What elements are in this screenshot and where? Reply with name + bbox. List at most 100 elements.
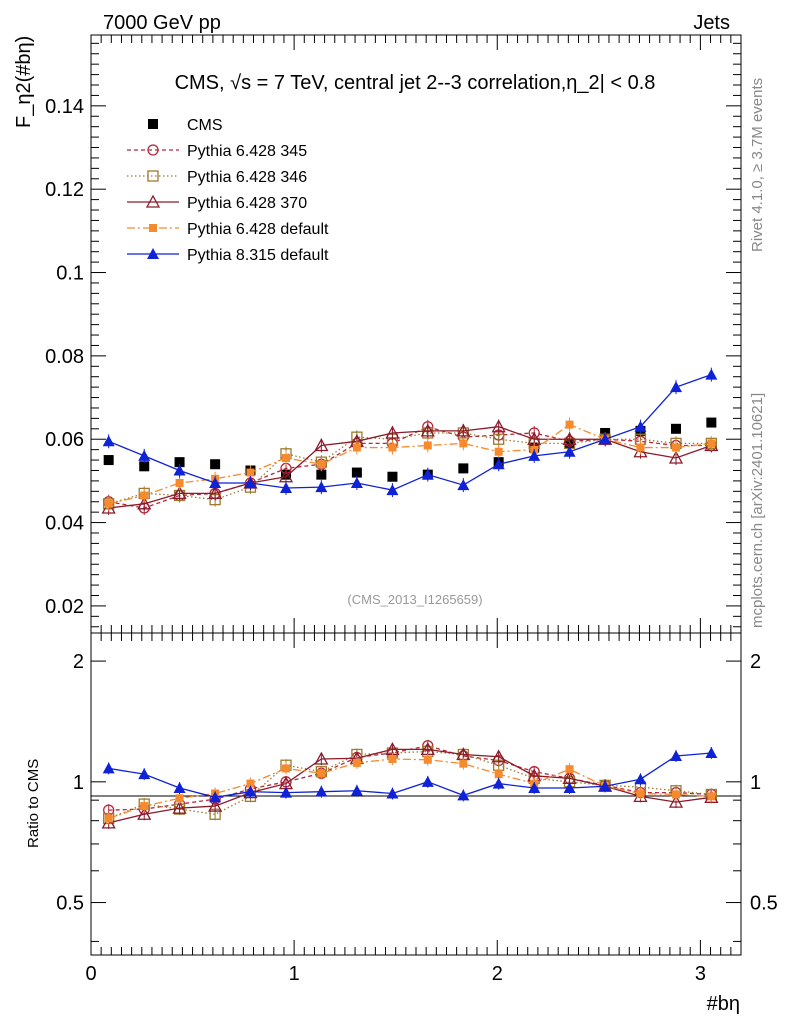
data-point <box>457 479 470 491</box>
ratio-point <box>352 758 361 767</box>
ratio-point <box>138 768 151 780</box>
ratio-y-tick-label-right: 1 <box>750 772 761 794</box>
ratio-point <box>457 789 470 801</box>
data-point <box>316 469 327 480</box>
data-point <box>314 438 329 452</box>
ratio-point <box>282 764 290 773</box>
ratio-point <box>707 792 716 801</box>
ratio-point <box>280 786 292 798</box>
y-tick-label: 0.02 <box>45 596 84 618</box>
data-point <box>244 476 257 488</box>
x-axis: 0 1 2 3 <box>85 35 742 985</box>
series-pythia-6-428-default <box>104 417 716 511</box>
data-point <box>671 423 681 434</box>
series-pythia-6-428-345 <box>103 419 717 515</box>
data-point <box>174 457 185 468</box>
data-point <box>175 478 184 487</box>
ratio-point <box>494 770 503 779</box>
ratio-point <box>175 794 184 803</box>
data-point <box>140 491 149 500</box>
series-line <box>108 374 712 491</box>
x-tick-label: 0 <box>85 963 96 985</box>
x-tick-label: 1 <box>289 963 300 985</box>
ratio-point <box>565 765 574 774</box>
data-point <box>280 481 292 493</box>
data-point <box>387 471 398 482</box>
data-point <box>636 443 645 452</box>
ratio-y-tick-label: 1 <box>73 772 84 794</box>
ratio-y-tick-label-right: 2 <box>750 651 761 673</box>
ratio-y-tick-label: 2 <box>73 651 84 673</box>
y-tick-label: 0.08 <box>45 346 84 368</box>
legend-entry: Pythia 8.315 default <box>127 247 329 264</box>
legend-marker <box>147 170 159 182</box>
legend-label: Pythia 6.428 default <box>187 221 329 238</box>
legend-marker <box>147 248 159 259</box>
legend-label: Pythia 6.428 370 <box>187 195 307 212</box>
ratio-series-layer <box>101 739 719 829</box>
ratio-point <box>668 794 684 808</box>
data-point <box>562 431 577 445</box>
data-point <box>104 499 113 508</box>
ratio-y-axis: 0.5 0.5 1 1 2 2 <box>56 651 778 942</box>
ratio-series-pythia-6-428-346 <box>103 745 717 825</box>
data-point <box>706 417 717 428</box>
legend-label: CMS <box>187 117 223 134</box>
ratio-series-pythia-6-428-345 <box>103 739 717 817</box>
data-point <box>459 439 468 448</box>
x-tick-label: 2 <box>492 963 503 985</box>
data-point <box>420 423 435 437</box>
y-tick-label: 0.1 <box>56 263 84 285</box>
data-point <box>705 368 718 380</box>
ratio-line <box>108 752 712 798</box>
ratio-point <box>492 777 505 789</box>
legend-marker <box>149 224 157 232</box>
ratio-point <box>705 746 718 758</box>
data-point <box>385 425 400 439</box>
ratio-point <box>315 785 328 797</box>
energy-label: 7000 GeV pp <box>103 12 221 34</box>
data-point <box>491 419 506 433</box>
analysis-watermark: (CMS_2013_I1265659) <box>347 592 482 607</box>
series-pythia-6-428-346 <box>103 425 717 511</box>
ratio-y-tick-label: 0.5 <box>56 893 84 915</box>
legend-label: Pythia 6.428 345 <box>187 143 307 160</box>
legend-marker <box>148 119 158 129</box>
data-point <box>668 450 684 464</box>
data-point <box>103 455 114 466</box>
data-point <box>565 420 574 429</box>
data-point <box>423 441 432 450</box>
ratio-point <box>208 798 223 812</box>
data-point <box>102 435 115 447</box>
data-point <box>208 486 223 500</box>
ratio-point <box>491 749 506 763</box>
y-axis-label: F_η2(#bη) <box>13 36 35 128</box>
mcplots-label: mcplots.cern.ch [arXiv:2401.10621] <box>749 393 766 628</box>
legend: CMS Pythia 6.428 345 Pythia 6.428 346 Pythi… <box>127 117 329 264</box>
ratio-point <box>386 787 399 799</box>
ratio-line <box>108 758 712 820</box>
ratio-point <box>104 814 113 823</box>
ratio-line <box>108 748 712 824</box>
main-y-axis: 0.02 0.04 0.06 0.08 0.1 0.12 0.14 <box>45 42 741 628</box>
series-line <box>108 423 712 505</box>
ratio-point <box>140 802 149 811</box>
ratio-point <box>350 784 363 796</box>
series-line <box>108 426 712 509</box>
data-point <box>350 476 363 488</box>
ratio-point <box>209 791 222 803</box>
data-point <box>492 458 505 470</box>
ratio-point <box>670 749 682 761</box>
data-point <box>563 445 576 457</box>
ratio-point <box>137 806 152 820</box>
ratio-point <box>423 755 432 764</box>
ratio-point <box>528 782 541 794</box>
ratio-line <box>108 750 712 820</box>
legend-label: Pythia 6.428 346 <box>187 169 307 186</box>
series-pythia-6-428-370 <box>101 419 719 515</box>
data-point <box>672 443 680 452</box>
data-point <box>352 443 361 452</box>
data-point <box>456 423 471 437</box>
legend-marker <box>145 194 161 208</box>
